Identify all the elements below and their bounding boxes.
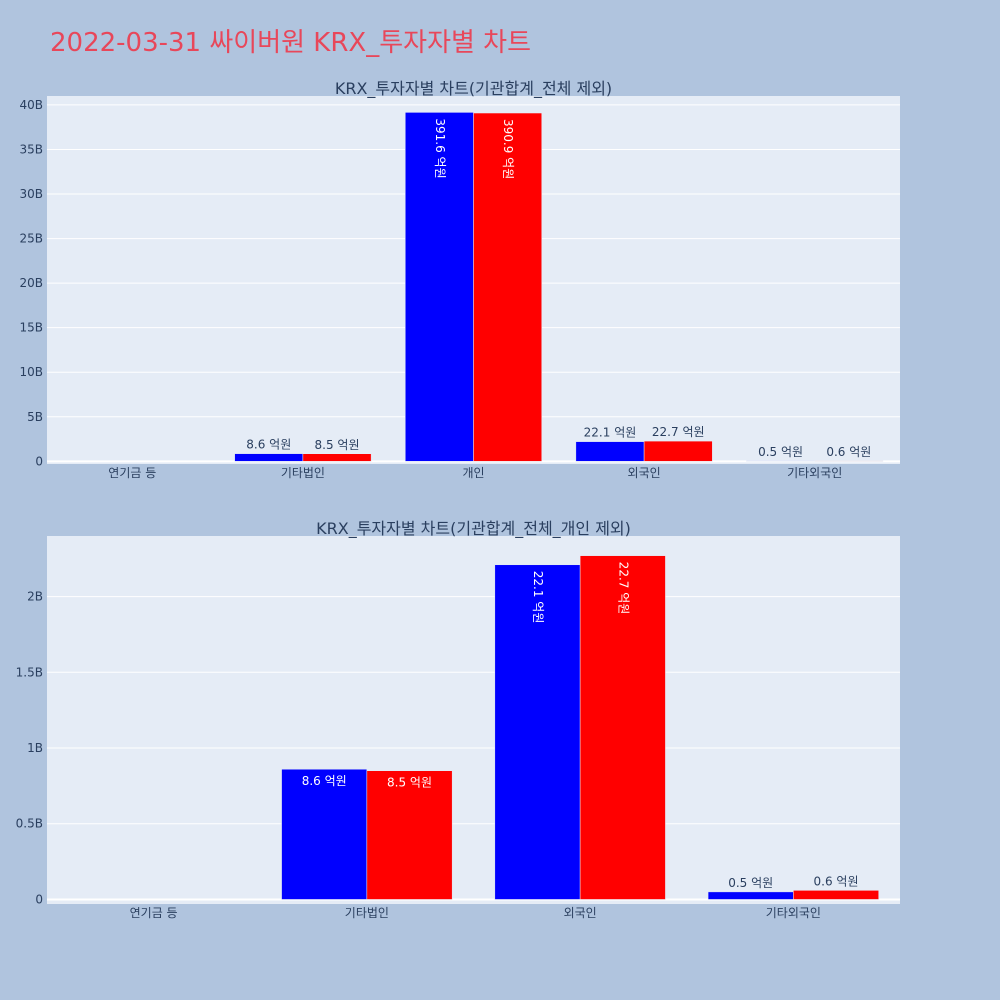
chart-title: KRX_투자자별 차트(기관합계_전체 제외): [335, 79, 612, 99]
bar-value-label: 8.6 억원: [302, 774, 347, 788]
y-tick-label: 15B: [19, 321, 43, 335]
x-tick-label: 연기금 등: [130, 906, 178, 920]
x-tick-label: 기타법인: [281, 466, 325, 480]
x-tick-label: 기타외국인: [787, 466, 842, 480]
bar: [579, 555, 666, 900]
chart-title: KRX_투자자별 차트(기관합계_전체_개인 제외): [316, 519, 631, 539]
bar: [494, 564, 581, 900]
bar-value-label: 390.9 억원: [501, 119, 515, 179]
bar-value-label: 8.6 억원: [246, 438, 291, 452]
x-tick-label: 외국인: [564, 906, 597, 920]
y-tick-label: 20B: [19, 276, 43, 290]
y-tick-label: 30B: [19, 187, 43, 201]
y-tick-label: 25B: [19, 232, 43, 246]
y-tick-label: 5B: [27, 410, 43, 424]
x-tick-label: 기타법인: [345, 906, 389, 920]
x-tick-label: 외국인: [628, 466, 661, 480]
bar-value-label: 0.5 억원: [728, 876, 773, 890]
bar-value-label: 22.7 억원: [652, 425, 705, 439]
bar: [234, 453, 304, 462]
y-tick-label: 2B: [27, 590, 43, 604]
bar-value-label: 0.6 억원: [814, 874, 859, 888]
plot-area: [47, 536, 900, 904]
bar: [281, 768, 368, 900]
bar: [643, 440, 713, 462]
x-tick-label: 연기금 등: [108, 466, 156, 480]
y-tick-label: 1.5B: [16, 665, 43, 679]
bar: [366, 770, 453, 900]
bar-value-label: 22.7 억원: [616, 562, 630, 615]
bar-value-label: 8.5 억원: [387, 776, 432, 790]
bar-value-label: 8.5 억원: [315, 438, 360, 452]
bar: [473, 112, 542, 462]
bar: [575, 441, 645, 462]
bar: [707, 891, 794, 900]
y-tick-label: 40B: [19, 98, 43, 112]
page-title: 2022-03-31 싸이버원 KRX_투자자별 차트: [50, 28, 532, 58]
bar-value-label: 0.6 억원: [826, 445, 871, 459]
chart-2: KRX_투자자별 차트(기관합계_전체_개인 제외) 0 0.5B 1B 1.5B 2B 연…: [16, 519, 900, 920]
bar-value-label: 0.5 억원: [758, 445, 803, 459]
bar: [814, 460, 884, 462]
y-tick-label: 0: [35, 892, 43, 906]
y-tick-label: 10B: [19, 365, 43, 379]
y-tick-label: 1B: [27, 741, 43, 755]
y-tick-label: 0: [35, 454, 43, 468]
y-tick-label: 35B: [19, 142, 43, 156]
bar-value-label: 22.1 억원: [531, 571, 545, 624]
y-tick-label: 0.5B: [16, 817, 43, 831]
bar: [793, 890, 879, 900]
x-tick-label: 개인: [462, 466, 484, 480]
bar: [302, 453, 372, 462]
bar: [405, 112, 474, 462]
x-tick-label: 기타외국인: [766, 906, 821, 920]
bar-value-label: 22.1 억원: [584, 426, 637, 440]
bar-value-label: 391.6 억원: [433, 118, 447, 178]
chart-1: KRX_투자자별 차트(기관합계_전체 제외) 0 5B 10B 15B 20B 25B 30…: [19, 79, 900, 480]
